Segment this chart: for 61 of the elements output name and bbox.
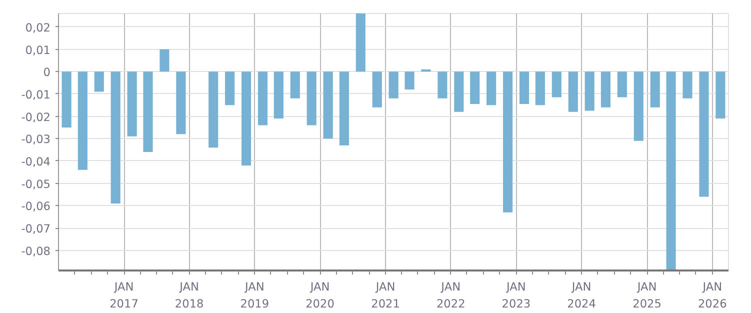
y-tick-label: -0,04: [21, 154, 50, 168]
bar: [552, 72, 562, 98]
bar: [339, 72, 349, 146]
bar: [716, 72, 726, 119]
bar: [454, 72, 464, 112]
bar: [634, 72, 644, 141]
bar: [306, 72, 316, 126]
y-tick-label: 0: [43, 65, 51, 80]
bar: [241, 72, 252, 166]
bar: [650, 72, 660, 108]
bar: [127, 72, 137, 136]
y-tick-label: 0,01: [25, 42, 51, 57]
bar: [535, 72, 545, 106]
bar: [486, 72, 496, 106]
bar: [470, 72, 480, 104]
bar: [519, 72, 530, 104]
bar: [600, 72, 610, 108]
bar: [143, 72, 153, 152]
bar: [584, 72, 594, 111]
bar: [404, 72, 414, 90]
x-tick-label: JAN 2025: [632, 280, 662, 310]
x-tick-label: JAN 2021: [371, 280, 400, 310]
bar: [666, 72, 676, 270]
bar: [78, 72, 88, 170]
bar: [176, 72, 186, 134]
y-tick-label: 0,02: [25, 20, 51, 34]
x-tick-label: JAN 2020: [306, 280, 334, 310]
x-tick-label: JAN 2026: [698, 280, 727, 310]
bar: [274, 72, 284, 119]
x-tick-label: JAN 2024: [567, 280, 596, 310]
bar: [94, 72, 104, 92]
bar: [421, 69, 431, 72]
bar: [503, 72, 513, 212]
x-tick-label: JAN 2019: [240, 280, 270, 310]
x-tick-label: JAN 2018: [174, 280, 204, 310]
y-tick-label: -0,05: [21, 176, 50, 191]
bar: [208, 72, 218, 148]
bar: [323, 72, 333, 139]
bar: [617, 72, 627, 98]
bar: [225, 72, 235, 106]
bar: [568, 72, 578, 112]
bar: [372, 72, 382, 108]
y-tick-label: -0,07: [21, 222, 50, 236]
bar: [388, 72, 398, 98]
y-tick-label: -0,08: [21, 244, 50, 258]
y-tick-label: -0,06: [21, 199, 50, 214]
x-tick-label: JAN 2022: [436, 280, 466, 310]
bar: [62, 72, 72, 128]
bar: [110, 72, 120, 204]
bar: [258, 72, 268, 126]
y-tick-label: -0,03: [21, 132, 50, 146]
bar: [438, 72, 448, 98]
x-tick-label: JAN 2023: [502, 280, 531, 310]
bar: [356, 14, 366, 72]
bar: [290, 72, 300, 98]
bar: [682, 72, 692, 98]
bar: [699, 72, 709, 197]
y-tick-label: -0,01: [21, 87, 50, 102]
x-tick-label: JAN 2017: [110, 280, 138, 310]
bar: [160, 49, 170, 72]
y-tick-label: -0,02: [21, 110, 50, 124]
